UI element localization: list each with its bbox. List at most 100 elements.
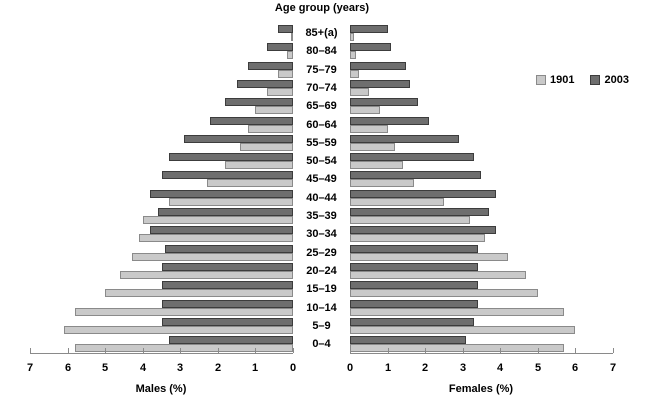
bar-males-2003 — [267, 43, 293, 51]
legend-label-1901: 1901 — [550, 74, 575, 86]
females-axis-tick-label: 3 — [459, 362, 467, 374]
bar-females-1901 — [350, 70, 359, 78]
age-group-label: 0–4 — [312, 338, 331, 350]
chart-title: Age group (years) — [274, 2, 370, 14]
males-axis-label: Males (%) — [135, 383, 187, 395]
bar-males-1901 — [75, 344, 293, 352]
bar-males-1901 — [291, 33, 293, 41]
legend-item-1901: 1901 — [536, 74, 574, 86]
bar-females-2003 — [350, 25, 388, 33]
age-group-label: 20–24 — [306, 265, 337, 277]
males-axis-tick-label: 2 — [214, 362, 222, 374]
bar-males-2003 — [278, 25, 293, 33]
bar-females-2003 — [350, 300, 478, 308]
bar-males-2003 — [210, 117, 293, 125]
bar-males-1901 — [240, 143, 293, 151]
bar-males-2003 — [165, 245, 293, 253]
males-axis-tick — [105, 348, 106, 353]
bar-females-2003 — [350, 245, 478, 253]
females-axis-tick — [388, 348, 389, 353]
age-group-label: 35–39 — [306, 210, 337, 222]
bar-females-2003 — [350, 171, 481, 179]
females-axis-tick-label: 0 — [346, 362, 354, 374]
age-group-label: 15–19 — [306, 283, 337, 295]
bar-females-2003 — [350, 117, 429, 125]
bar-females-1901 — [350, 326, 575, 334]
bar-females-2003 — [350, 336, 466, 344]
females-axis-tick-label: 2 — [421, 362, 429, 374]
females-axis-tick — [538, 348, 539, 353]
females-axis-tick — [500, 348, 501, 353]
bar-males-1901 — [105, 289, 293, 297]
age-group-label: 5–9 — [312, 320, 331, 332]
bar-females-1901 — [350, 106, 380, 114]
bar-males-1901 — [267, 88, 293, 96]
bar-females-1901 — [350, 143, 395, 151]
bar-males-2003 — [162, 171, 293, 179]
legend-label-2003: 2003 — [604, 74, 629, 86]
bar-males-1901 — [75, 308, 293, 316]
bar-females-1901 — [350, 51, 356, 59]
females-axis-tick — [350, 348, 351, 353]
bar-males-2003 — [162, 300, 293, 308]
bar-females-1901 — [350, 161, 403, 169]
bar-males-1901 — [143, 216, 293, 224]
bar-females-1901 — [350, 198, 444, 206]
females-axis-label: Females (%) — [448, 383, 514, 395]
legend-swatch-1901 — [536, 75, 546, 85]
bar-females-1901 — [350, 344, 564, 352]
bar-females-2003 — [350, 281, 478, 289]
bar-males-1901 — [225, 161, 293, 169]
age-group-label: 75–79 — [306, 64, 337, 76]
bar-females-1901 — [350, 271, 526, 279]
males-axis-tick — [30, 348, 31, 353]
bar-females-1901 — [350, 33, 354, 41]
bar-males-1901 — [169, 198, 293, 206]
age-group-label: 80–84 — [306, 45, 337, 57]
females-axis-tick — [425, 348, 426, 353]
bar-males-2003 — [162, 281, 293, 289]
bar-males-2003 — [225, 98, 293, 106]
bar-females-2003 — [350, 153, 474, 161]
bar-females-1901 — [350, 253, 508, 261]
bar-females-2003 — [350, 43, 391, 51]
bar-males-1901 — [139, 234, 293, 242]
bar-males-2003 — [162, 318, 293, 326]
bar-males-1901 — [287, 51, 293, 59]
age-group-label: 65–69 — [306, 100, 337, 112]
age-group-label: 40–44 — [306, 192, 337, 204]
bar-males-2003 — [158, 208, 293, 216]
bar-females-2003 — [350, 62, 406, 70]
age-group-label: 60–64 — [306, 119, 337, 131]
age-group-label: 30–34 — [306, 228, 337, 240]
bar-males-2003 — [237, 80, 293, 88]
males-axis-tick-label: 7 — [26, 362, 34, 374]
bar-males-2003 — [169, 153, 293, 161]
bar-males-1901 — [120, 271, 293, 279]
age-group-label: 50–54 — [306, 155, 337, 167]
bar-females-2003 — [350, 208, 489, 216]
bar-males-2003 — [248, 62, 293, 70]
age-group-label: 25–29 — [306, 247, 337, 259]
bar-females-2003 — [350, 80, 410, 88]
females-axis-tick-label: 7 — [609, 362, 617, 374]
legend: 1901 2003 — [536, 74, 629, 86]
bar-males-1901 — [255, 106, 293, 114]
bar-females-2003 — [350, 135, 459, 143]
bar-females-2003 — [350, 190, 496, 198]
age-group-label: 55–59 — [306, 137, 337, 149]
females-axis-tick-label: 1 — [384, 362, 392, 374]
females-axis-tick-label: 5 — [534, 362, 542, 374]
males-axis-tick — [68, 348, 69, 353]
bar-females-2003 — [350, 98, 418, 106]
bar-females-1901 — [350, 234, 485, 242]
males-axis-tick — [293, 348, 294, 353]
males-axis-tick — [180, 348, 181, 353]
bar-females-1901 — [350, 179, 414, 187]
bar-females-2003 — [350, 318, 474, 326]
females-axis-tick — [575, 348, 576, 353]
males-axis-tick-label: 4 — [139, 362, 147, 374]
age-group-label: 85+(a) — [305, 27, 338, 39]
bar-males-1901 — [207, 179, 293, 187]
